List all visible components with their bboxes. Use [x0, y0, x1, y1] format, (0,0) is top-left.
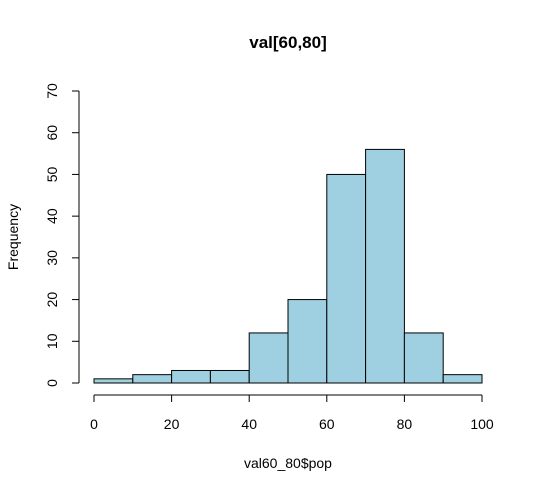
bars-group — [93, 148, 483, 384]
histogram-bar-10-20 — [132, 374, 173, 384]
histogram-bar-90-100 — [442, 374, 483, 384]
x-tick-label: 0 — [90, 416, 98, 432]
histogram-bar-50-60 — [287, 299, 328, 384]
y-tick-label: 50 — [44, 166, 60, 182]
y-axis-title: Frequency — [5, 204, 21, 270]
x-axis: 0 20 40 60 80 100 — [90, 394, 494, 432]
histogram-bar-70-80 — [365, 148, 405, 384]
x-tick-label: 60 — [319, 416, 335, 432]
x-tick-label: 80 — [397, 416, 413, 432]
x-tick-label: 40 — [241, 416, 257, 432]
y-tick-label: 10 — [44, 333, 60, 349]
y-tick-label: 0 — [44, 379, 60, 387]
y-tick-label: 70 — [44, 83, 60, 99]
x-tick-label: 20 — [164, 416, 180, 432]
chart-title: val[60,80] — [249, 33, 327, 52]
y-tick-label: 60 — [44, 125, 60, 141]
histogram-bar-20-30 — [171, 369, 211, 384]
y-tick-label: 20 — [44, 292, 60, 308]
histogram-bar-40-50 — [248, 332, 289, 384]
histogram-bar-0-10 — [93, 378, 134, 384]
y-tick-label: 40 — [44, 208, 60, 224]
x-tick-label: 100 — [470, 416, 494, 432]
histogram-bar-60-70 — [326, 173, 367, 384]
y-axis: 0 10 20 30 40 50 60 70 — [44, 83, 80, 387]
x-axis-title: val60_80$pop — [244, 455, 332, 471]
y-tick-label: 30 — [44, 250, 60, 266]
histogram-bar-80-90 — [403, 332, 444, 384]
histogram-bar-30-40 — [209, 369, 250, 384]
